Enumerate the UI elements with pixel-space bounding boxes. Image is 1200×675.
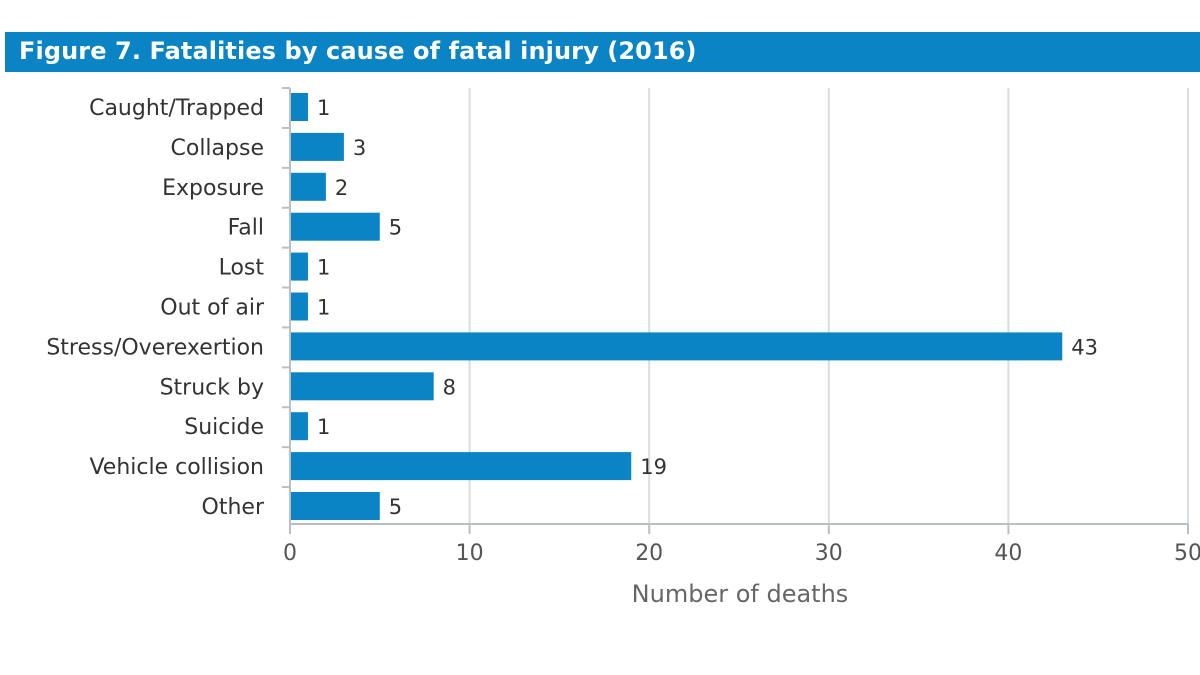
category-label: Vehicle collision bbox=[89, 455, 264, 480]
category-label: Struck by bbox=[160, 375, 264, 400]
value-label: 43 bbox=[1071, 335, 1098, 359]
bar bbox=[291, 93, 308, 121]
bar bbox=[291, 252, 308, 281]
x-tick-label: 0 bbox=[283, 541, 297, 566]
bar bbox=[291, 292, 308, 321]
bar bbox=[291, 452, 632, 481]
value-label: 1 bbox=[317, 415, 330, 439]
value-label: 8 bbox=[443, 375, 456, 399]
chart-title-band: Figure 7. Fatalities by cause of fatal i… bbox=[5, 32, 1200, 72]
value-label: 1 bbox=[317, 296, 330, 320]
bar bbox=[291, 492, 380, 520]
category-label: Stress/Overexertion bbox=[46, 335, 264, 360]
value-label: 1 bbox=[317, 96, 330, 120]
bar bbox=[291, 132, 344, 161]
x-tick-label: 50 bbox=[1174, 541, 1200, 566]
x-tick-label: 40 bbox=[994, 541, 1022, 566]
bar bbox=[291, 372, 434, 401]
value-label: 5 bbox=[389, 495, 402, 519]
chart-title: Figure 7. Fatalities by cause of fatal i… bbox=[19, 37, 697, 65]
category-label: Exposure bbox=[162, 176, 264, 201]
bar bbox=[291, 212, 380, 241]
value-label: 3 bbox=[353, 136, 366, 160]
x-tick-label: 10 bbox=[456, 541, 484, 566]
category-label: Out of air bbox=[160, 296, 265, 321]
value-label: 5 bbox=[389, 216, 402, 240]
category-label: Lost bbox=[219, 256, 265, 281]
category-labels: Caught/Trapped Collapse Exposure Fall Lost Ou… bbox=[46, 87, 290, 520]
category-label: Fall bbox=[228, 216, 264, 241]
x-axis-title: Number of deaths bbox=[632, 580, 849, 608]
value-label: 2 bbox=[335, 176, 348, 200]
x-tick-label: 20 bbox=[635, 541, 663, 566]
bars bbox=[291, 93, 1063, 520]
x-axis-ticks: 0 10 20 30 40 50 bbox=[283, 524, 1200, 566]
value-label: 1 bbox=[317, 256, 330, 280]
bar bbox=[291, 172, 326, 201]
x-tick-label: 30 bbox=[815, 541, 843, 566]
category-label: Caught/Trapped bbox=[89, 96, 264, 121]
value-label: 19 bbox=[640, 455, 667, 479]
bar bbox=[291, 412, 308, 441]
bar bbox=[291, 332, 1063, 361]
category-label: Other bbox=[202, 495, 265, 520]
grid-lines bbox=[289, 88, 1189, 525]
category-label: Collapse bbox=[171, 136, 265, 161]
category-label: Suicide bbox=[184, 415, 264, 440]
